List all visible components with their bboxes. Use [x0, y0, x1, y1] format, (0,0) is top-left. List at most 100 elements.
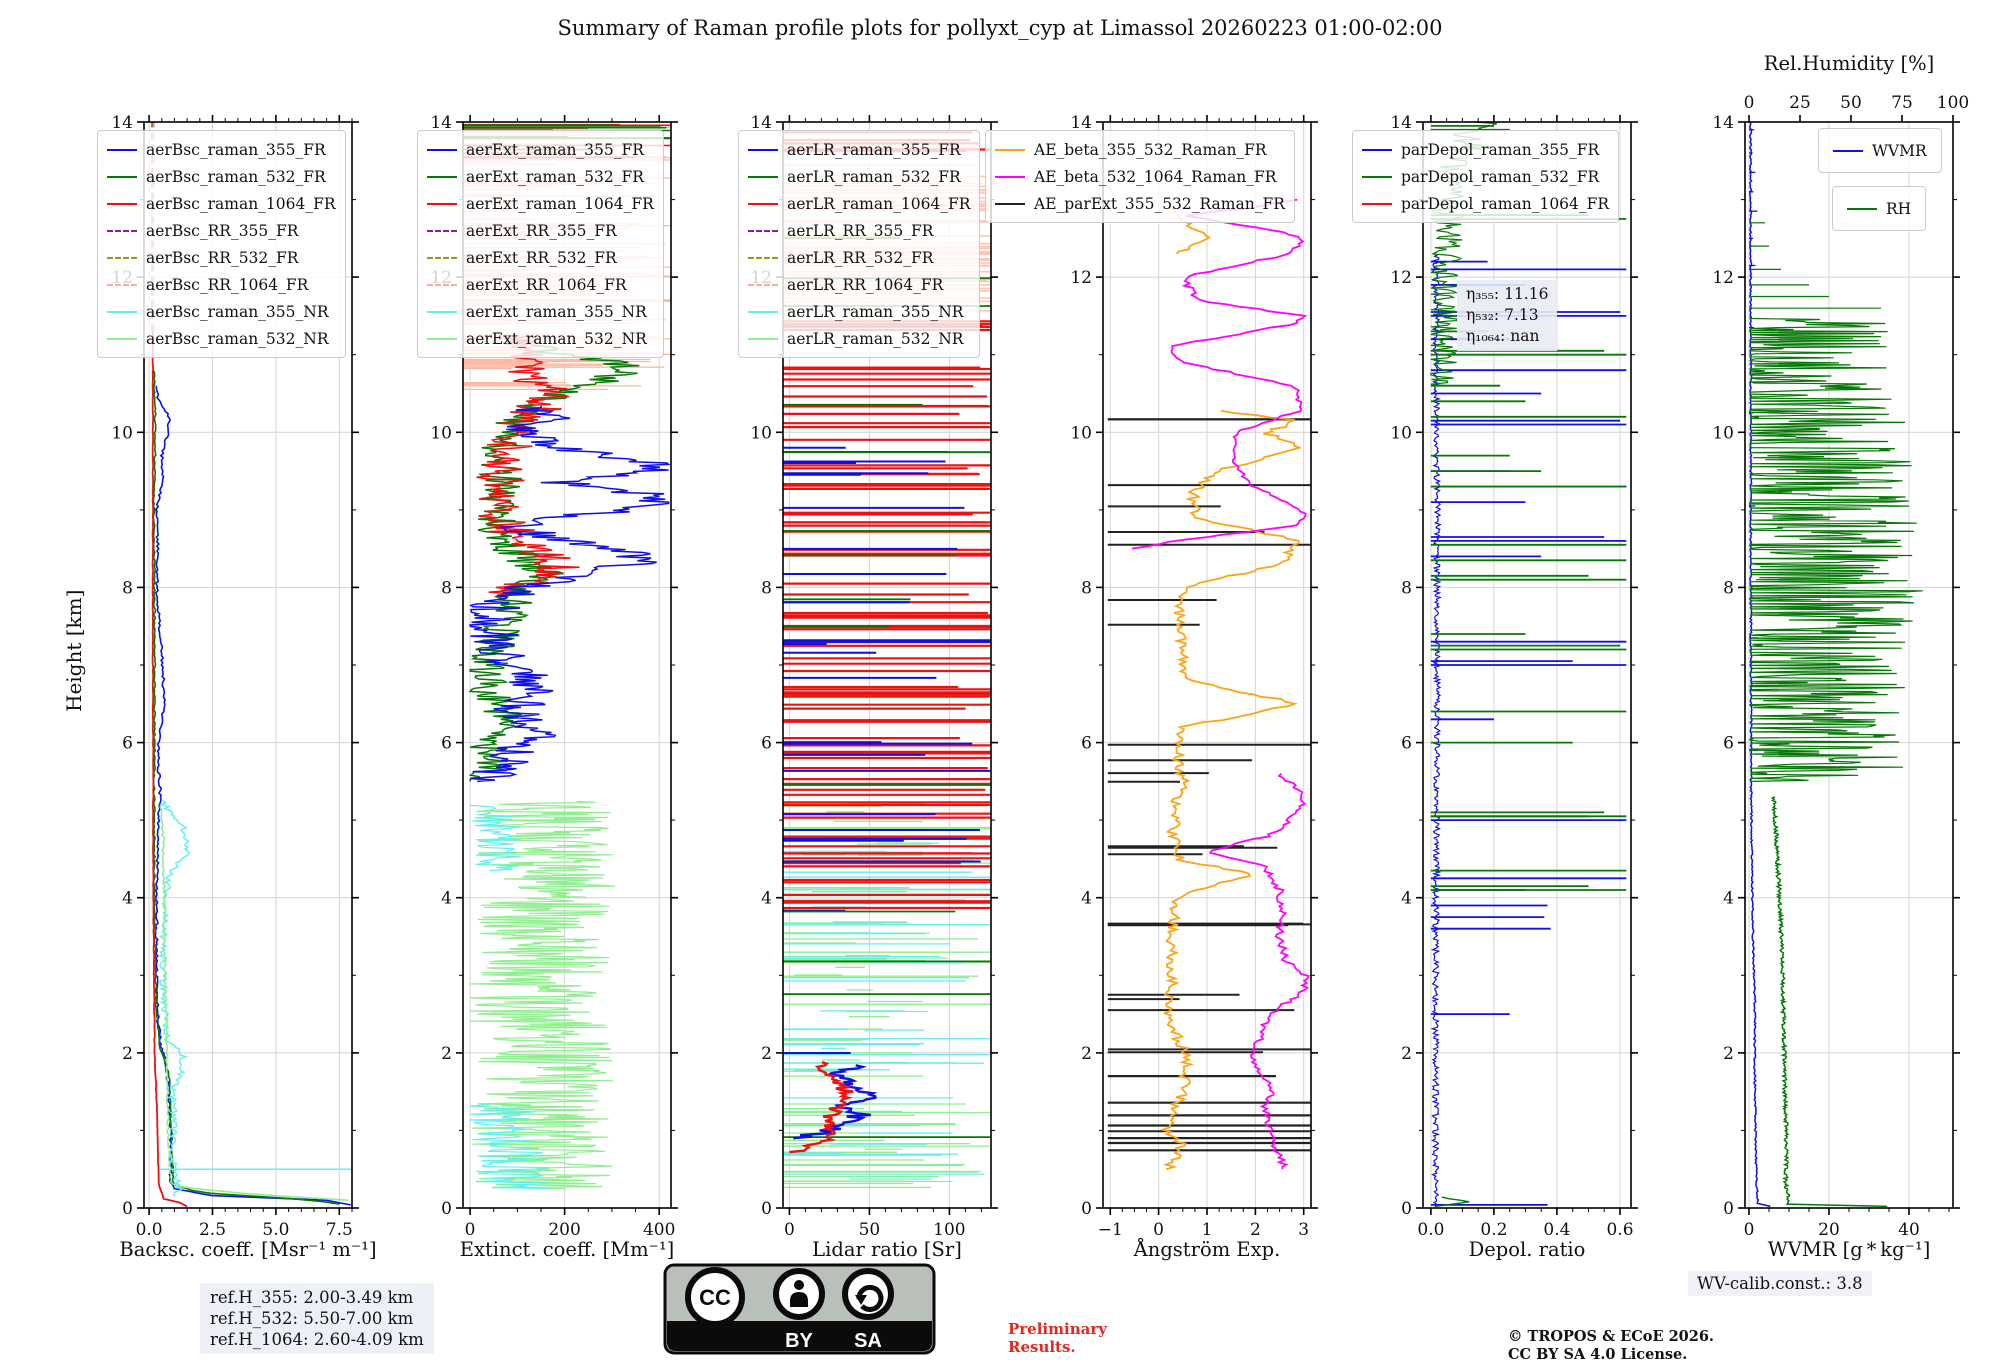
legend-swatch-line [427, 310, 457, 313]
series-aerBsc_raman_355_FR [154, 385, 351, 1206]
y-tick-label: 14 [1070, 113, 1092, 133]
series-WVMR [1748, 122, 1771, 1208]
legend-swatch-line [427, 337, 457, 340]
legend-label: aerBsc_raman_355_NR [146, 302, 329, 321]
legend-label: aerBsc_raman_532_FR [146, 167, 326, 186]
legend-item: RH [1847, 195, 1911, 222]
wv-calibration-annotation: WV-calib.const.: 3.8 [1688, 1271, 1872, 1296]
legend-item: aerLR_raman_355_FR [748, 136, 970, 163]
svg-text:CC: CC [699, 1285, 731, 1310]
legend-label: aerExt_raman_1064_FR [466, 194, 654, 213]
legend-item: aerBsc_RR_532_FR [107, 244, 336, 271]
legend-item: aerLR_raman_355_NR [748, 298, 970, 325]
top-tick-label: 75 [1891, 93, 1913, 113]
ref-h-1064: ref.H_1064: 2.60-4.09 km [210, 1330, 424, 1349]
legend: WVMR [1818, 128, 1942, 173]
legend-item: aerBsc_RR_355_FR [107, 217, 336, 244]
legend-label: aerLR_RR_1064_FR [787, 275, 944, 294]
series-aerBsc_raman_532_NR [159, 804, 348, 1201]
legend-label: aerLR_raman_532_FR [787, 167, 961, 186]
y-tick-label: 12 [1390, 268, 1412, 288]
y-tick-label: 10 [1070, 423, 1092, 443]
svg-text:BY: BY [785, 1330, 813, 1352]
x-tick-label: 100 [933, 1220, 965, 1240]
legend-swatch-line [748, 310, 778, 313]
y-tick-label: 2 [1723, 1044, 1734, 1064]
legend-swatch-line [427, 283, 457, 286]
legend-label: aerExt_raman_532_FR [466, 167, 644, 186]
y-tick-label: 0 [122, 1199, 133, 1219]
legend-item: aerExt_raman_355_FR [427, 136, 654, 163]
legend-swatch-line [1847, 207, 1877, 210]
series-RH_mid [1747, 316, 1923, 782]
x-tick-label: 20 [1818, 1220, 1840, 1240]
legend-swatch-line [107, 337, 137, 340]
top-tick-label: 50 [1840, 93, 1862, 113]
legend-label: aerBsc_raman_532_NR [146, 329, 329, 348]
series-RH_low [1770, 796, 1888, 1208]
y-tick-label: 8 [1723, 578, 1734, 598]
x-tick-label: 0 [1153, 1220, 1164, 1240]
legend-swatch-line [995, 202, 1025, 205]
x-axis-label-extinction: Extinct. coeff. [Mm⁻¹] [459, 1238, 675, 1261]
y-tick-label: 8 [1081, 578, 1092, 598]
y-tick-label: 4 [1401, 889, 1412, 909]
series-aerExt_raman_355_FR [469, 405, 671, 783]
legend: RH [1832, 186, 1927, 231]
series-AE_beta_532_1064_Raman_FR_low [1208, 772, 1310, 1170]
y-tick-label: 6 [761, 734, 772, 754]
legend-item: aerBsc_raman_355_FR [107, 136, 336, 163]
y-tick-label: 0 [441, 1199, 452, 1219]
legend-swatch-line [1362, 175, 1392, 178]
y-tick-label: 2 [1401, 1044, 1412, 1064]
legend-item: aerLR_raman_532_NR [748, 325, 970, 352]
series-aerExt_raman_532_NR [470, 800, 615, 1190]
y-tick-label: 2 [761, 1044, 772, 1064]
legend-swatch-line [427, 229, 457, 232]
x-tick-label: 0 [784, 1220, 795, 1240]
y-tick-label: 0 [1401, 1199, 1412, 1219]
x-axis-label-wvmr: WVMR [g * kg⁻¹] [1767, 1238, 1931, 1261]
top-tick-label: 0 [1744, 93, 1755, 113]
legend-swatch-line [748, 256, 778, 259]
legend-label: AE_beta_532_1064_Raman_FR [1034, 167, 1277, 186]
legend-item: aerExt_RR_532_FR [427, 244, 654, 271]
x-tick-label: 1 [1202, 1220, 1213, 1240]
cc-circle-icon [685, 1267, 745, 1327]
series-group-angstroem [1107, 198, 1311, 1171]
y-tick-label: 10 [430, 423, 452, 443]
x-tick-label: 200 [548, 1220, 580, 1240]
legend-item: aerExt_RR_1064_FR [427, 271, 654, 298]
panel-wvmr: 0 2 4 6 8 10 12 14 0 20 40 0 25 50 75 100 [1712, 93, 1969, 1240]
legend-label: parDepol_raman_532_FR [1401, 167, 1600, 186]
legend-swatch-line [995, 148, 1025, 151]
legend-item: AE_beta_532_1064_Raman_FR [995, 163, 1285, 190]
y-tick-label: 14 [111, 113, 133, 133]
y-tick-label: 12 [1070, 268, 1092, 288]
depol-calibration-annotation: η₃₅₅: 11.16 η₅₃₂: 7.13 η₁₀₆₄: nan [1457, 280, 1558, 351]
legend-swatch-line [427, 175, 457, 178]
legend-item: aerBsc_raman_1064_FR [107, 190, 336, 217]
legend-swatch-line [748, 337, 778, 340]
legend-item: AE_beta_355_532_Raman_FR [995, 136, 1285, 163]
top-axis-label: Rel.Humidity [%] [1763, 52, 1935, 75]
legend-item: aerBsc_RR_1064_FR [107, 271, 336, 298]
legend-swatch-line [107, 175, 137, 178]
y-tick-label: 10 [111, 423, 133, 443]
panel-depol: 0 2 4 6 8 10 12 14 0.0 0.2 0.4 0.6 [1390, 113, 1638, 1240]
reference-height-annotation: ref.H_355: 2.00-3.49 km ref.H_532: 5.50-… [200, 1283, 434, 1354]
legend-item: parDepol_raman_1064_FR [1362, 190, 1609, 217]
legend-swatch-line [995, 175, 1025, 178]
legend-swatch-line [107, 283, 137, 286]
legend-label: aerBsc_raman_1064_FR [146, 194, 336, 213]
y-tick-label: 4 [441, 889, 452, 909]
legend-swatch-line [427, 202, 457, 205]
legend-swatch-line [748, 175, 778, 178]
y-tick-label: 0 [761, 1199, 772, 1219]
y-tick-label: 10 [1390, 423, 1412, 443]
series-aerLR_raman_1064_FR_low [789, 1061, 854, 1154]
y-tick-label: 0 [1081, 1199, 1092, 1219]
legend-label: aerBsc_RR_532_FR [146, 248, 299, 267]
